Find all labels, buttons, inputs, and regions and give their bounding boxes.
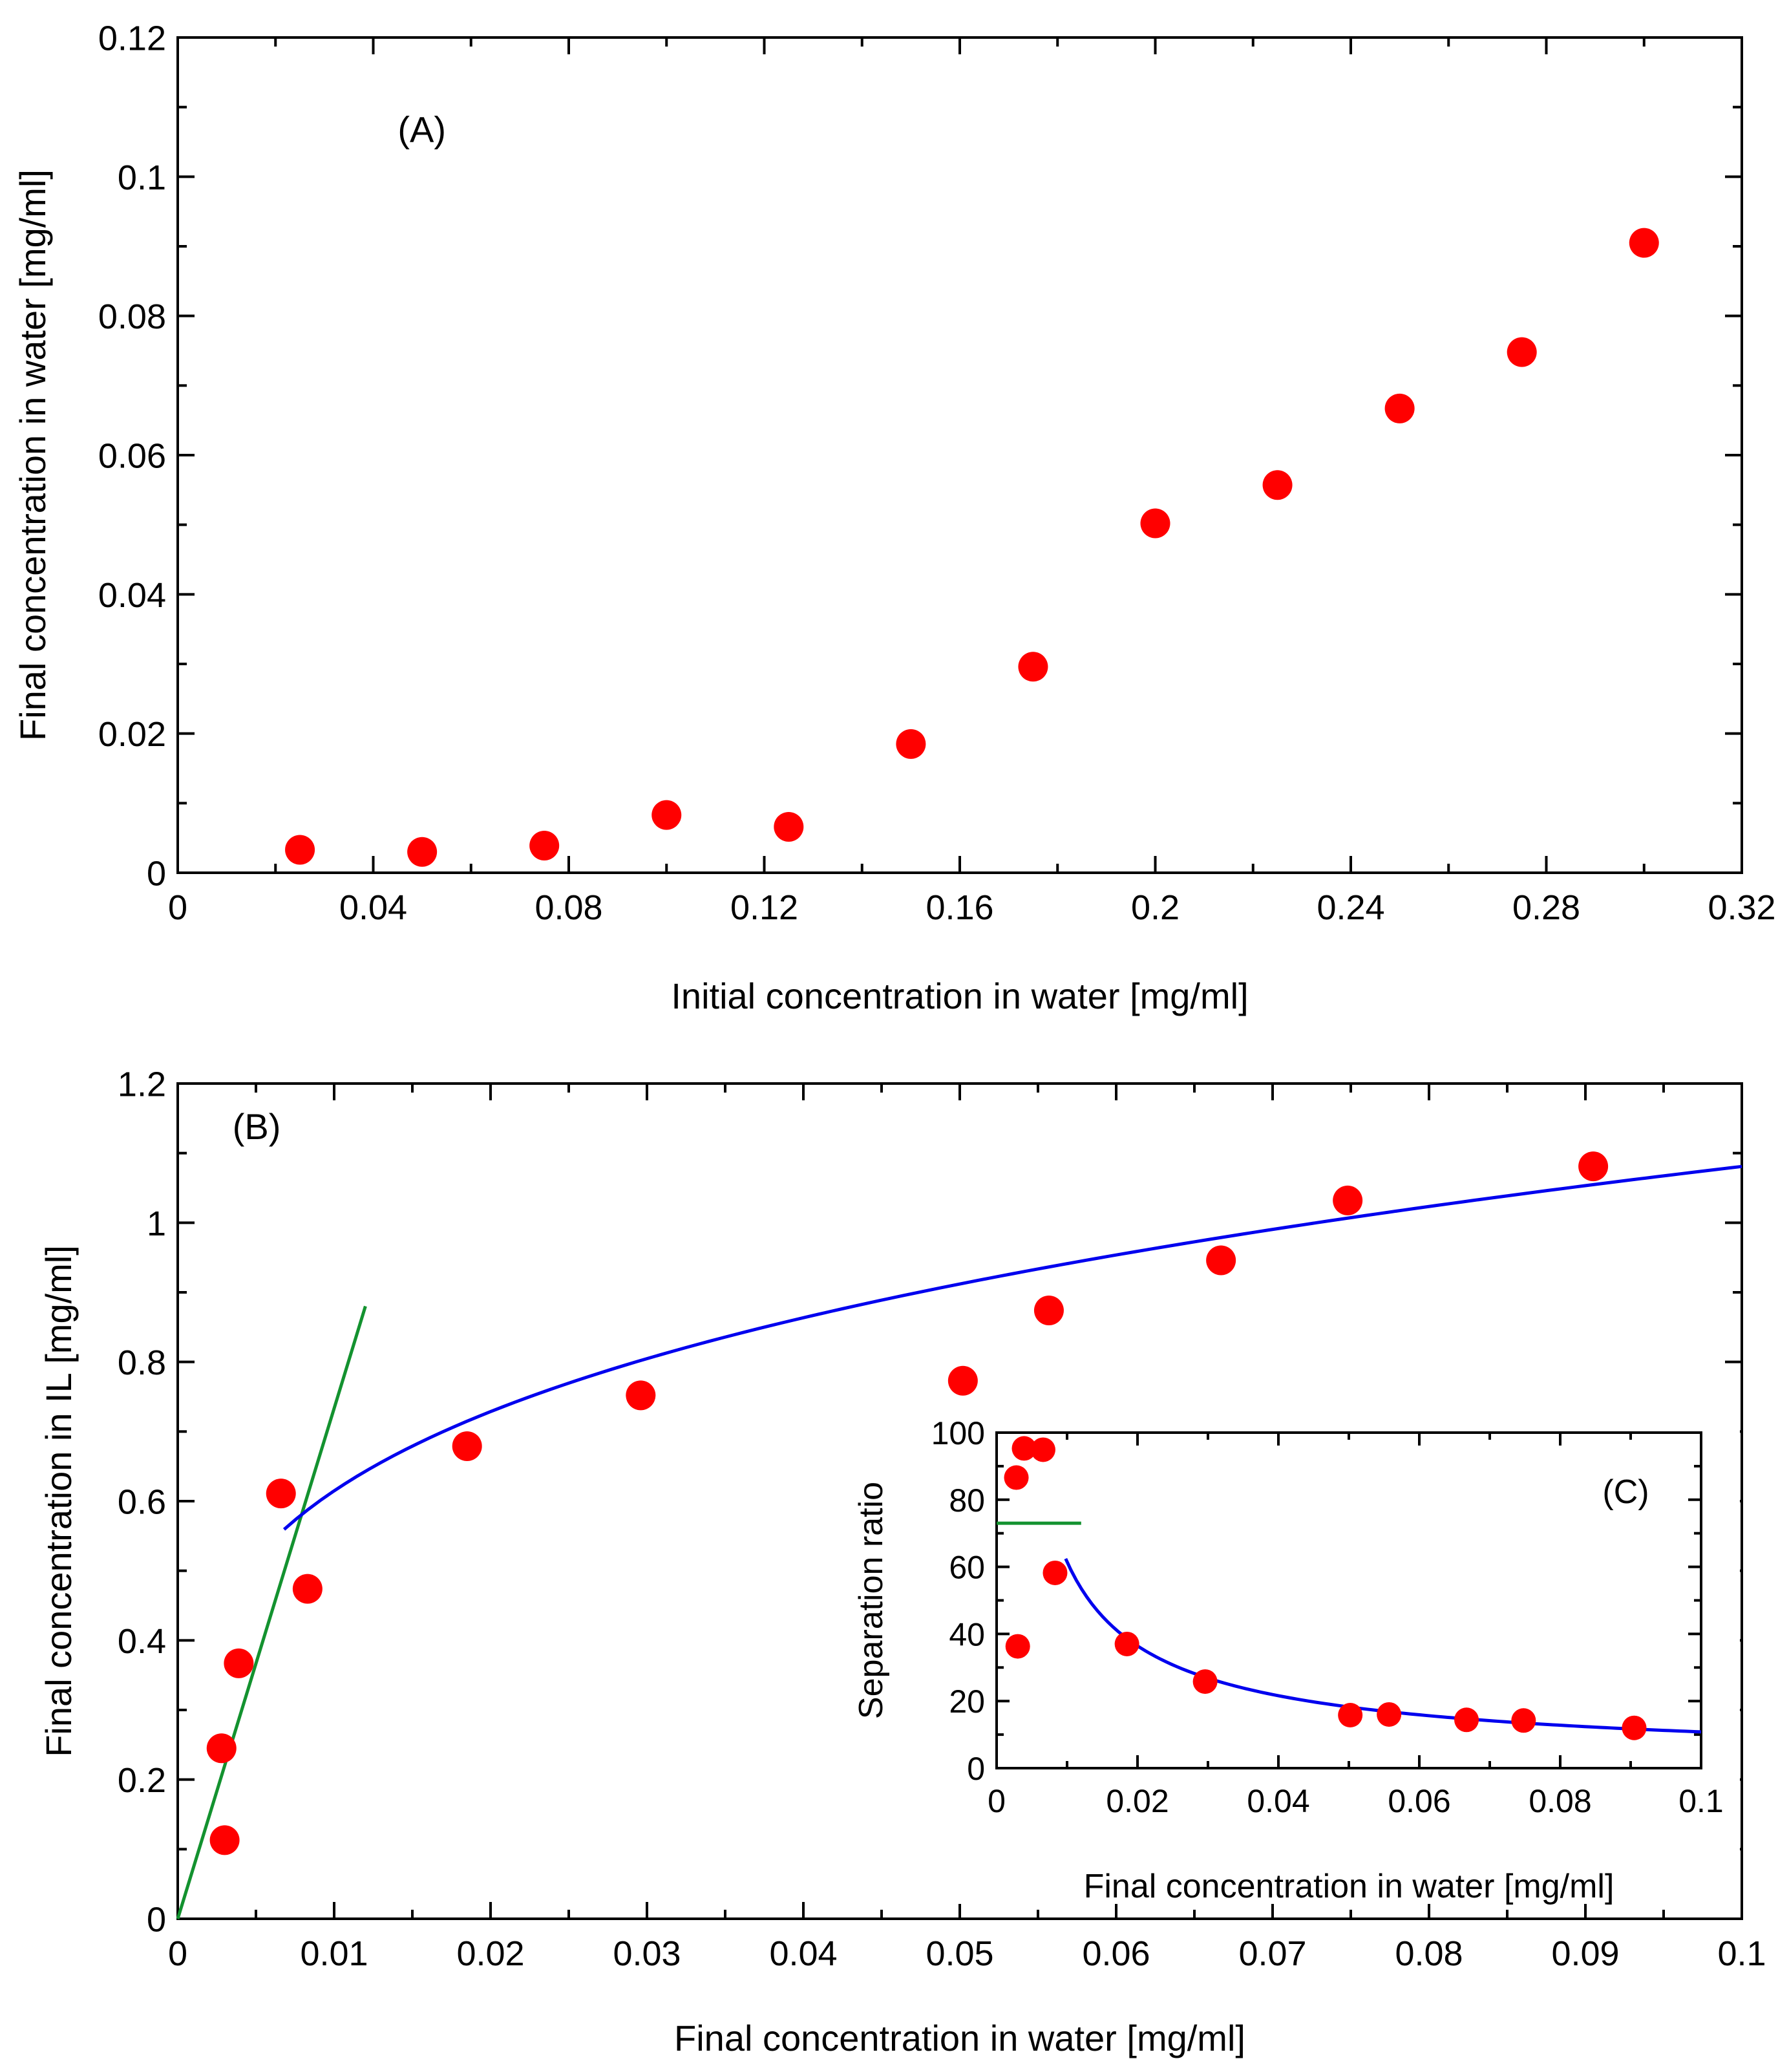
x-tick-label-c: 0.06 [1388, 1783, 1450, 1819]
data-point-b [947, 1365, 978, 1396]
data-point-b [209, 1825, 240, 1855]
y-tick-label-b: 1.2 [118, 1065, 166, 1104]
plot-frame-a [176, 36, 1743, 874]
y-tick-label-a: 0 [147, 854, 166, 893]
data-point-a [651, 800, 682, 830]
data-point-c [1030, 1437, 1055, 1462]
x-tick-label-b: 0.09 [1551, 1934, 1619, 1973]
data-point-c [1338, 1702, 1363, 1727]
x-tick-label-b: 0.01 [300, 1934, 368, 1973]
power-fit-curve [282, 1164, 1742, 1531]
x-axis-title-c: Final concentration in water [mg/ml] [1084, 1868, 1614, 1905]
x-tick-label-b: 0.05 [926, 1934, 993, 1973]
x-tick-label-c: 0.04 [1247, 1783, 1309, 1819]
data-point-a [896, 729, 926, 759]
data-point-c [1114, 1631, 1139, 1656]
x-tick-label-a: 0 [168, 888, 187, 927]
data-point-b [452, 1431, 482, 1461]
x-tick-label-b: 0.06 [1082, 1934, 1150, 1973]
panel-label-a: (A) [397, 109, 446, 150]
data-point-a [774, 811, 804, 842]
x-axis-title-b: Final concentration in water [mg/ml] [674, 2018, 1245, 2058]
data-point-b [206, 1733, 237, 1764]
data-point-a [1629, 228, 1659, 258]
data-point-a [1262, 470, 1293, 500]
x-tick-label-b: 0.08 [1395, 1934, 1463, 1973]
inset-background [835, 1407, 1740, 1904]
data-point-b [1206, 1245, 1236, 1276]
data-point-a [1384, 393, 1415, 423]
x-tick-label-c: 0.02 [1106, 1783, 1169, 1819]
chart-panel-b: 0 0.01 0.02 0.03 0.04 0.05 0.06 0.07 0.08 0.09 0.1… [38, 1065, 1766, 2058]
data-point-c [1622, 1715, 1647, 1740]
data-point-c [1192, 1669, 1218, 1694]
data-point-c [1043, 1560, 1068, 1585]
data-point-c [1377, 1702, 1402, 1727]
x-tick-label-c: 0 [988, 1783, 1006, 1819]
x-tick-label-b: 0 [168, 1934, 187, 1973]
chart-panel-a: 0 0.04 0.08 0.12 0.16 0.2 0.24 0.28 0.32 0 0.02 0.0… [12, 19, 1776, 1016]
y-tick-label-b: 0.4 [118, 1622, 166, 1661]
data-point-a [529, 831, 560, 861]
data-point-c [1004, 1465, 1029, 1490]
y-axis-title-b: Final concentration in IL [mg/ml] [38, 1245, 79, 1757]
x-tick-label-a: 0.28 [1512, 888, 1580, 927]
x-tick-label-b: 0.04 [769, 1934, 837, 1973]
data-point-b [1333, 1185, 1363, 1215]
data-point-a [1018, 652, 1048, 682]
y-tick-label-c: 100 [931, 1415, 985, 1451]
data-point-b [292, 1574, 323, 1604]
x-tick-label-a: 0.16 [926, 888, 993, 927]
y-tick-label-c: 80 [949, 1482, 985, 1519]
x-tick-label-a: 0.04 [339, 888, 407, 927]
data-point-b [1578, 1151, 1609, 1182]
x-tick-label-b: 0.03 [613, 1934, 681, 1973]
data-point-b [224, 1648, 254, 1678]
x-tick-label-a: 0.32 [1708, 888, 1775, 927]
y-tick-label-a: 0.06 [98, 436, 166, 475]
y-tick-label-b: 0 [147, 1900, 166, 1939]
x-tick-label-b: 0.02 [456, 1934, 524, 1973]
x-tick-label-a: 0.2 [1131, 888, 1180, 927]
y-tick-label-b: 0.2 [118, 1761, 166, 1800]
chart-panel-c-inset: 0 0.02 0.04 0.06 0.08 0.1 0 20 40 60 80 100 Final co… [835, 1407, 1740, 1905]
data-point-b [626, 1380, 656, 1411]
panel-label-c: (C) [1602, 1473, 1649, 1511]
x-axis-title-a: Initial concentration in water [mg/ml] [671, 976, 1248, 1016]
linear-fit-line [176, 1305, 367, 1919]
y-tick-label-a: 0.04 [98, 576, 166, 615]
y-tick-label-b: 0.6 [118, 1482, 166, 1521]
data-point-b [266, 1479, 296, 1509]
data-point-a [285, 835, 315, 865]
y-tick-label-a: 0.08 [98, 297, 166, 336]
x-tick-label-b: 0.07 [1238, 1934, 1306, 1973]
data-point-c [1011, 1436, 1037, 1461]
y-axis-title-c: Separation ratio [852, 1482, 890, 1719]
data-point-c [1454, 1707, 1479, 1733]
data-point-a [1140, 508, 1170, 539]
y-tick-label-c: 60 [949, 1550, 985, 1586]
y-axis-title-a: Final concentration in water [mg/ml] [12, 169, 53, 741]
x-tick-label-b: 0.1 [1717, 1934, 1766, 1973]
y-tick-label-b: 0.8 [118, 1343, 166, 1382]
x-tick-label-c: 0.1 [1678, 1783, 1724, 1819]
y-tick-label-a: 0.12 [98, 19, 166, 58]
x-tick-label-c: 0.08 [1529, 1783, 1591, 1819]
x-tick-label-a: 0.08 [535, 888, 602, 927]
data-point-a [1507, 337, 1537, 367]
y-tick-label-c: 40 [949, 1616, 985, 1652]
y-tick-label-c: 0 [967, 1751, 985, 1787]
y-tick-label-b: 1 [147, 1204, 166, 1243]
data-point-b [1033, 1295, 1064, 1325]
y-tick-label-a: 0.02 [98, 715, 166, 754]
y-tick-label-a: 0.1 [118, 158, 166, 197]
x-tick-label-a: 0.12 [730, 888, 798, 927]
y-tick-label-c: 20 [949, 1683, 985, 1720]
data-point-c [1511, 1708, 1536, 1733]
x-tick-label-a: 0.24 [1317, 888, 1384, 927]
data-point-c [1005, 1634, 1030, 1659]
data-point-a [407, 837, 438, 867]
panel-label-b: (B) [233, 1106, 281, 1147]
